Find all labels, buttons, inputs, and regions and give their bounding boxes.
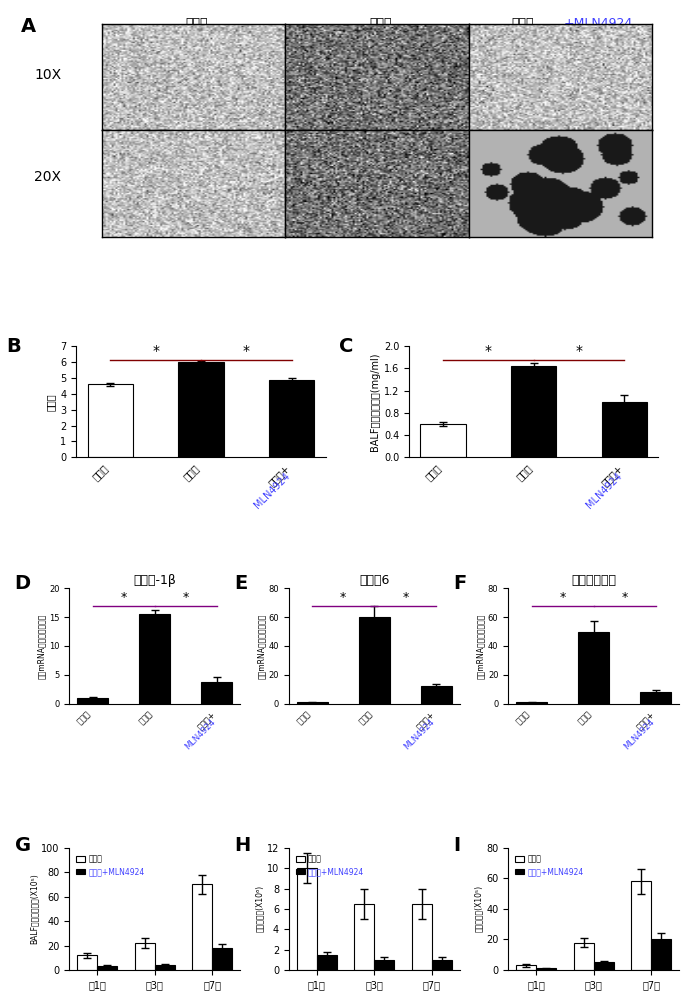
- Bar: [134, 943, 155, 970]
- Text: E: E: [234, 574, 247, 593]
- Text: 脂多糖+: 脂多糖+: [414, 709, 437, 731]
- Text: 对照组: 对照组: [186, 17, 209, 30]
- Text: *: *: [622, 591, 628, 604]
- Text: 脂多糖: 脂多糖: [577, 709, 594, 726]
- Bar: [420, 424, 466, 457]
- Text: G: G: [15, 836, 30, 855]
- Text: 脂多糖+: 脂多糖+: [599, 463, 624, 488]
- Text: 脂多糖: 脂多糖: [514, 463, 534, 482]
- Bar: [412, 904, 432, 970]
- Bar: [651, 939, 672, 970]
- Text: D: D: [15, 574, 30, 593]
- Text: 对照组: 对照组: [76, 709, 93, 726]
- Text: *: *: [121, 591, 127, 604]
- Bar: [178, 362, 224, 457]
- Text: MLN4924: MLN4924: [244, 463, 292, 511]
- Text: 对照组: 对照组: [514, 709, 532, 726]
- Y-axis label: 湿干比: 湿干比: [46, 393, 56, 411]
- Bar: [212, 948, 232, 970]
- Text: H: H: [234, 836, 250, 855]
- Bar: [192, 884, 212, 970]
- Text: F: F: [453, 574, 467, 593]
- Bar: [354, 904, 374, 970]
- Bar: [202, 682, 232, 704]
- Bar: [574, 943, 594, 970]
- Text: A: A: [21, 17, 35, 36]
- Text: I: I: [453, 836, 461, 855]
- Bar: [421, 686, 452, 704]
- Bar: [297, 868, 317, 970]
- Text: 20X: 20X: [34, 170, 61, 184]
- Bar: [594, 962, 614, 970]
- Text: *: *: [243, 344, 250, 358]
- Y-axis label: 中性细胞数(X10⁶): 中性细胞数(X10⁶): [255, 885, 264, 932]
- Bar: [516, 702, 547, 704]
- Text: MLN4924: MLN4924: [577, 463, 624, 511]
- Legend: 脂多糖, 脂多糖+MLN4924: 脂多糖, 脂多糖+MLN4924: [73, 852, 148, 880]
- Text: *: *: [559, 591, 565, 604]
- Y-axis label: BALF中的总细胞数(X10⁵): BALF中的总细胞数(X10⁵): [29, 874, 38, 944]
- Bar: [631, 881, 651, 970]
- Y-axis label: 相对mRNA表达量（倍数）: 相对mRNA表达量（倍数）: [37, 613, 46, 679]
- Y-axis label: BALF中的总蛋白量(mg/ml): BALF中的总蛋白量(mg/ml): [369, 353, 380, 451]
- Title: 白介素6: 白介素6: [359, 574, 389, 587]
- Text: 脂多糖: 脂多糖: [182, 463, 201, 482]
- Text: 对照组: 对照组: [91, 463, 110, 482]
- Bar: [97, 966, 117, 970]
- Text: B: B: [6, 337, 21, 356]
- Text: +MLN4924: +MLN4924: [563, 17, 633, 30]
- Text: *: *: [340, 591, 346, 604]
- Text: MLN4924: MLN4924: [175, 709, 217, 751]
- Text: 脂多糖+: 脂多糖+: [267, 463, 292, 488]
- Text: 脂多糖: 脂多糖: [369, 17, 392, 30]
- Bar: [359, 617, 389, 704]
- Bar: [432, 960, 452, 970]
- Text: 脂多糖: 脂多糖: [358, 709, 374, 726]
- Text: 对照组: 对照组: [295, 709, 312, 726]
- Bar: [516, 965, 536, 970]
- Text: 脂多糖: 脂多糖: [138, 709, 155, 726]
- Y-axis label: 相对mRNA表达量（倍数）: 相对mRNA表达量（倍数）: [476, 613, 485, 679]
- Text: *: *: [183, 591, 189, 604]
- Text: *: *: [484, 344, 492, 358]
- Bar: [536, 968, 556, 970]
- Bar: [77, 955, 97, 970]
- Y-axis label: 相对mRNA表达量（倍数）: 相对mRNA表达量（倍数）: [256, 613, 265, 679]
- Text: MLN4924: MLN4924: [615, 709, 656, 751]
- Bar: [374, 960, 394, 970]
- Bar: [87, 384, 133, 457]
- Bar: [297, 702, 328, 704]
- Y-axis label: 巨噬细胞数(X10⁵): 巨噬细胞数(X10⁵): [474, 885, 483, 932]
- Text: *: *: [575, 344, 583, 358]
- Text: *: *: [402, 591, 408, 604]
- Bar: [578, 632, 609, 704]
- Text: 脂多糖: 脂多糖: [512, 17, 534, 30]
- Text: C: C: [339, 337, 353, 356]
- Bar: [317, 955, 337, 970]
- Bar: [640, 692, 672, 704]
- Bar: [139, 614, 170, 704]
- Text: *: *: [152, 344, 159, 358]
- Text: 对照组: 对照组: [423, 463, 443, 482]
- Bar: [511, 366, 556, 457]
- Text: 脂多糖+: 脂多糖+: [634, 709, 656, 731]
- Text: 10X: 10X: [34, 68, 61, 82]
- Bar: [155, 965, 175, 970]
- Legend: 脂多糖, 脂多糖+MLN4924: 脂多糖, 脂多糖+MLN4924: [292, 852, 367, 880]
- Legend: 脂多糖, 脂多糖+MLN4924: 脂多糖, 脂多糖+MLN4924: [512, 852, 586, 880]
- Title: 白介素-1β: 白介素-1β: [133, 574, 176, 587]
- Bar: [269, 380, 315, 457]
- Title: 肿瘤坏死因子: 肿瘤坏死因子: [571, 574, 616, 587]
- Bar: [77, 698, 108, 704]
- Bar: [602, 402, 647, 457]
- Text: MLN4924: MLN4924: [395, 709, 437, 751]
- Text: 脂多糖+: 脂多糖+: [195, 709, 217, 731]
